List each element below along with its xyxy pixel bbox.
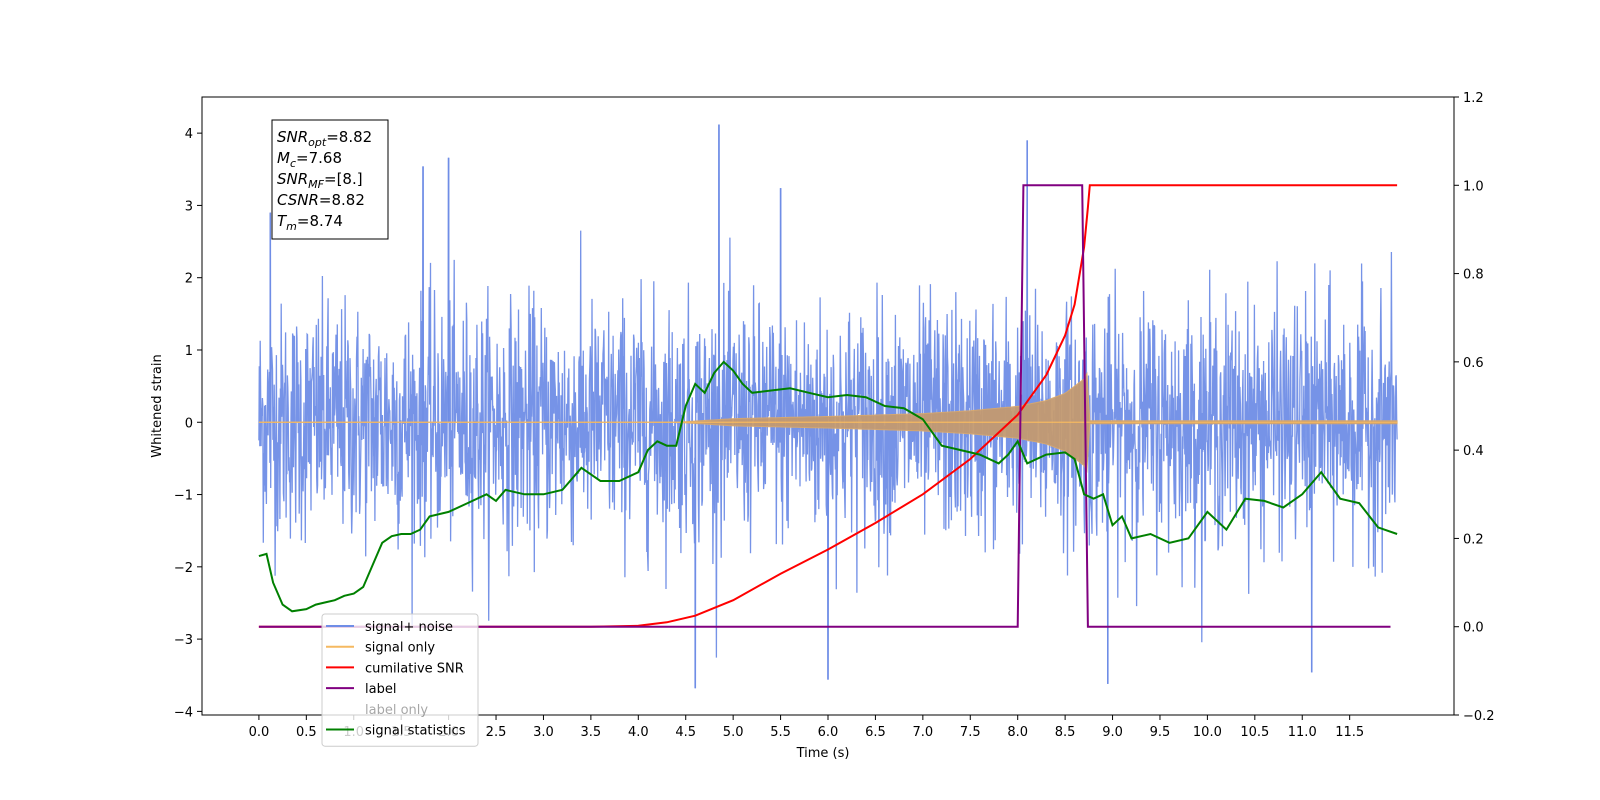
series-cumulative-snr <box>258 184 1398 628</box>
x-tick-label: 9.5 <box>1150 725 1171 740</box>
annotation-line: Tm=8.74 <box>277 212 343 233</box>
legend-frame <box>321 613 479 747</box>
x-tick-label: 5.0 <box>723 725 744 740</box>
plot-area <box>258 124 1398 689</box>
x-tick-label: 8.5 <box>1055 725 1076 740</box>
x-tick-label: 6.5 <box>865 725 886 740</box>
legend-entry: cumilative SNR <box>365 661 464 676</box>
x-tick-label: 5.5 <box>770 725 791 740</box>
y-tick-label: 1 <box>185 344 193 359</box>
legend-entry: label only <box>365 703 428 718</box>
y2-tick-label: 0.4 <box>1463 444 1484 459</box>
x-tick-label: 4.0 <box>628 725 649 740</box>
x-tick-label: 8.0 <box>1007 725 1028 740</box>
y-tick-label: 4 <box>185 127 193 142</box>
x-tick-label: 9.0 <box>1102 725 1123 740</box>
x-tick-label: 0.5 <box>296 725 317 740</box>
y-axis-left: −4 −3 −2 −1 0 1 2 3 4 <box>174 127 202 720</box>
x-tick-label: 10.5 <box>1240 725 1269 740</box>
series-signal-statistics <box>258 360 1398 613</box>
legend: signal+ noise signal only cumilative SNR la… <box>321 613 479 747</box>
legend-entry: signal+ noise <box>365 620 453 635</box>
y2-tick-label: −0.2 <box>1463 709 1495 724</box>
y2-tick-label: 1.0 <box>1463 179 1484 194</box>
y2-tick-label: 0.8 <box>1463 268 1484 283</box>
y2-tick-label: 0.6 <box>1463 356 1484 371</box>
y2-tick-label: 0.0 <box>1463 621 1484 636</box>
y-tick-label: −4 <box>174 705 193 720</box>
annotation-line: Mc=7.68 <box>277 149 342 170</box>
x-axis: 0.00.51.01.52.02.53.03.54.04.55.05.56.06… <box>249 715 1364 740</box>
x-tick-label: 0.0 <box>249 725 270 740</box>
series-label <box>258 184 1391 628</box>
x-tick-label: 6.0 <box>818 725 839 740</box>
legend-entry: signal statistics <box>365 724 466 739</box>
y-tick-label: −1 <box>174 489 193 504</box>
annotation-line: SNRopt=8.82 <box>277 128 372 149</box>
y-axis-right: −0.2 0.0 0.2 0.4 0.6 0.8 1.0 1.2 <box>1454 91 1495 724</box>
x-tick-label: 7.5 <box>960 725 981 740</box>
x-tick-label: 11.0 <box>1288 725 1317 740</box>
y-tick-label: 2 <box>185 272 193 287</box>
x-tick-label: 4.5 <box>675 725 696 740</box>
x-tick-label: 11.5 <box>1335 725 1364 740</box>
y2-tick-label: 0.2 <box>1463 532 1484 547</box>
x-tick-label: 2.5 <box>486 725 507 740</box>
x-tick-label: 3.0 <box>533 725 554 740</box>
y-tick-label: 0 <box>185 416 193 431</box>
y2-tick-label: 1.2 <box>1463 91 1484 106</box>
y-tick-label: 3 <box>185 199 193 214</box>
y-axis-label: Whitened strain <box>150 354 165 457</box>
annotation-line: CSNR=8.82 <box>277 191 365 209</box>
legend-entry: label <box>365 682 396 697</box>
x-axis-label: Time (s) <box>796 746 850 761</box>
annotation-frame <box>271 119 389 240</box>
y-tick-label: −3 <box>174 633 193 648</box>
x-tick-label: 3.5 <box>581 725 602 740</box>
annotation-line: SNRMF=[8.] <box>277 170 363 191</box>
y-tick-label: −2 <box>174 561 193 576</box>
x-tick-label: 10.0 <box>1193 725 1222 740</box>
legend-entry: signal only <box>365 641 435 656</box>
x-tick-label: 7.0 <box>913 725 934 740</box>
